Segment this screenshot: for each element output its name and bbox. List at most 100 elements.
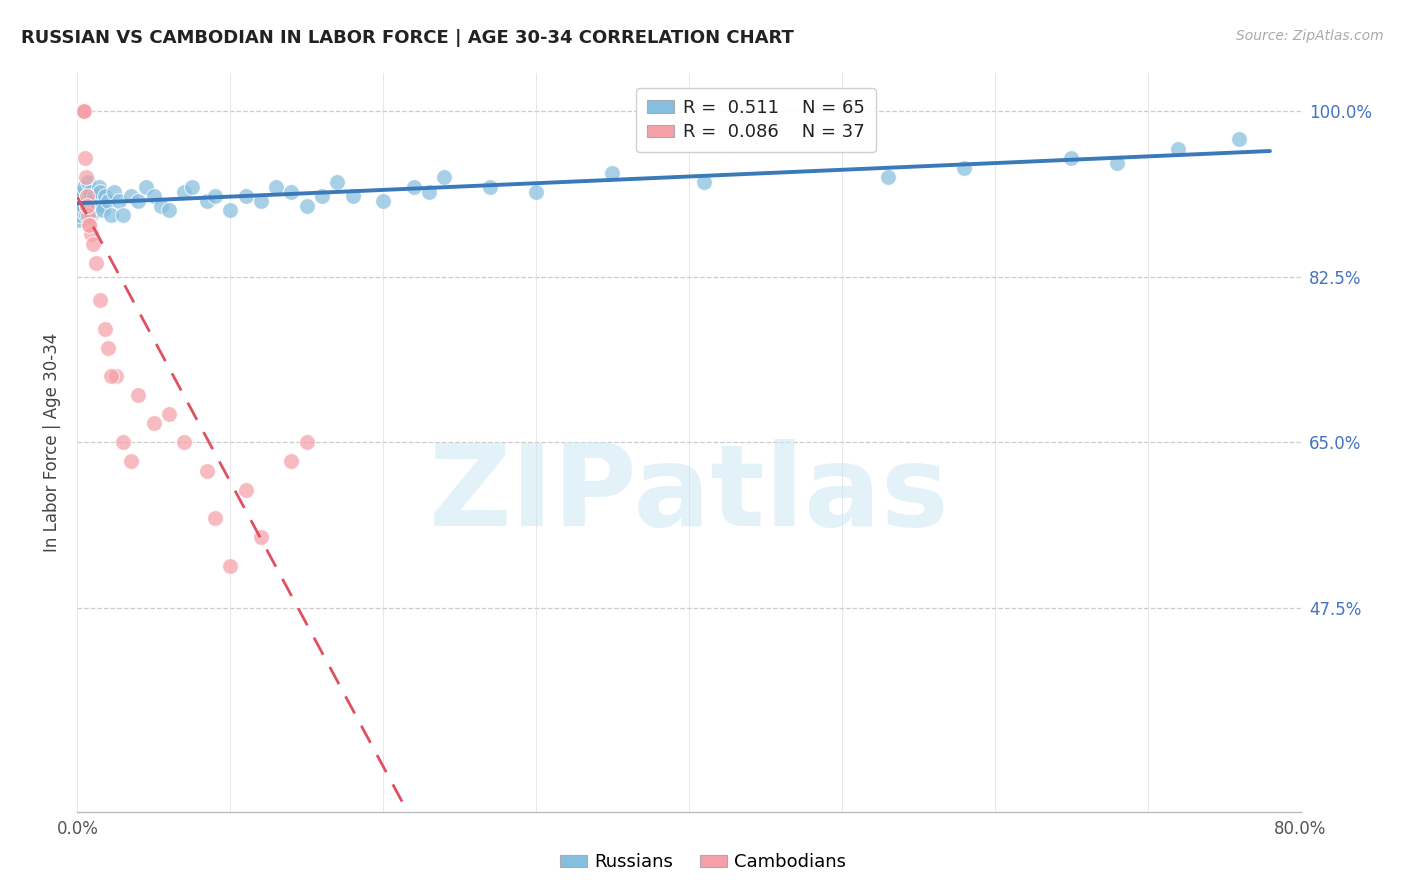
Point [112,208,135,222]
Point [69,103,91,118]
Point [80,227,103,241]
Point [173,185,195,199]
Point [479,179,502,194]
Point [280,185,302,199]
Point [80,208,103,222]
Point [91,203,114,218]
Point [157,203,180,218]
Point [235,189,257,203]
Point [82,236,104,251]
Point [76,199,98,213]
Point [76,189,98,203]
Point [250,194,273,208]
Point [1167,142,1189,156]
Legend: R =  0.511    N = 65, R =  0.086    N = 37: R = 0.511 N = 65, R = 0.086 N = 37 [637,88,876,152]
Point [84,203,107,218]
Point [135,179,157,194]
Point [107,194,129,208]
Point [876,170,898,185]
Point [86,199,108,213]
Text: ZIPatlas: ZIPatlas [429,439,949,549]
Point [342,189,364,203]
Point [264,179,287,194]
Text: Source: ZipAtlas.com: Source: ZipAtlas.com [1236,29,1384,43]
Point [103,185,125,199]
Point [219,203,242,218]
Point [77,208,100,222]
Point [204,189,226,203]
Point [80,199,103,213]
Point [67,103,90,118]
Point [953,161,976,175]
Point [77,189,100,203]
Text: RUSSIAN VS CAMBODIAN IN LABOR FORCE | AGE 30-34 CORRELATION CHART: RUSSIAN VS CAMBODIAN IN LABOR FORCE | AG… [21,29,794,46]
Point [326,175,349,189]
Point [83,189,105,203]
Point [100,369,122,384]
Point [87,179,110,194]
Point [72,103,94,118]
Point [524,185,547,199]
Point [142,417,165,431]
Point [67,103,90,118]
Point [295,435,318,450]
Point [219,558,242,573]
Point [173,435,195,450]
Point [602,165,624,179]
Point [70,203,93,218]
Point [94,189,117,203]
Point [127,194,149,208]
Point [89,293,111,308]
Point [75,170,97,185]
Point [157,407,180,421]
Point [79,218,101,232]
Point [418,185,440,199]
Legend: Russians, Cambodians: Russians, Cambodians [553,847,853,879]
Point [402,179,425,194]
Point [72,199,94,213]
Point [70,189,93,203]
Y-axis label: In Labor Force | Age 30-34: In Labor Force | Age 30-34 [44,333,62,552]
Point [195,464,218,478]
Point [79,185,101,199]
Point [295,199,318,213]
Point [90,199,112,213]
Point [82,194,104,208]
Point [67,213,90,227]
Point [1060,152,1083,166]
Point [75,208,97,222]
Point [79,199,101,213]
Point [181,179,204,194]
Point [84,255,107,269]
Point [73,179,96,194]
Point [100,208,122,222]
Point [120,189,142,203]
Point [280,454,302,468]
Point [69,103,91,118]
Point [70,103,93,118]
Point [97,194,120,208]
Point [69,208,91,222]
Point [69,199,91,213]
Point [76,189,98,203]
Point [72,103,94,118]
Point [150,199,173,213]
Point [94,322,117,336]
Point [127,388,149,402]
Point [104,369,127,384]
Point [433,170,456,185]
Point [120,454,142,468]
Point [112,435,135,450]
Point [77,175,100,189]
Point [76,199,98,213]
Point [73,152,96,166]
Point [1229,132,1251,146]
Point [77,218,100,232]
Point [89,185,111,199]
Point [70,103,93,118]
Point [72,185,94,199]
Point [73,103,96,118]
Point [371,194,394,208]
Point [204,511,226,525]
Point [1107,156,1129,170]
